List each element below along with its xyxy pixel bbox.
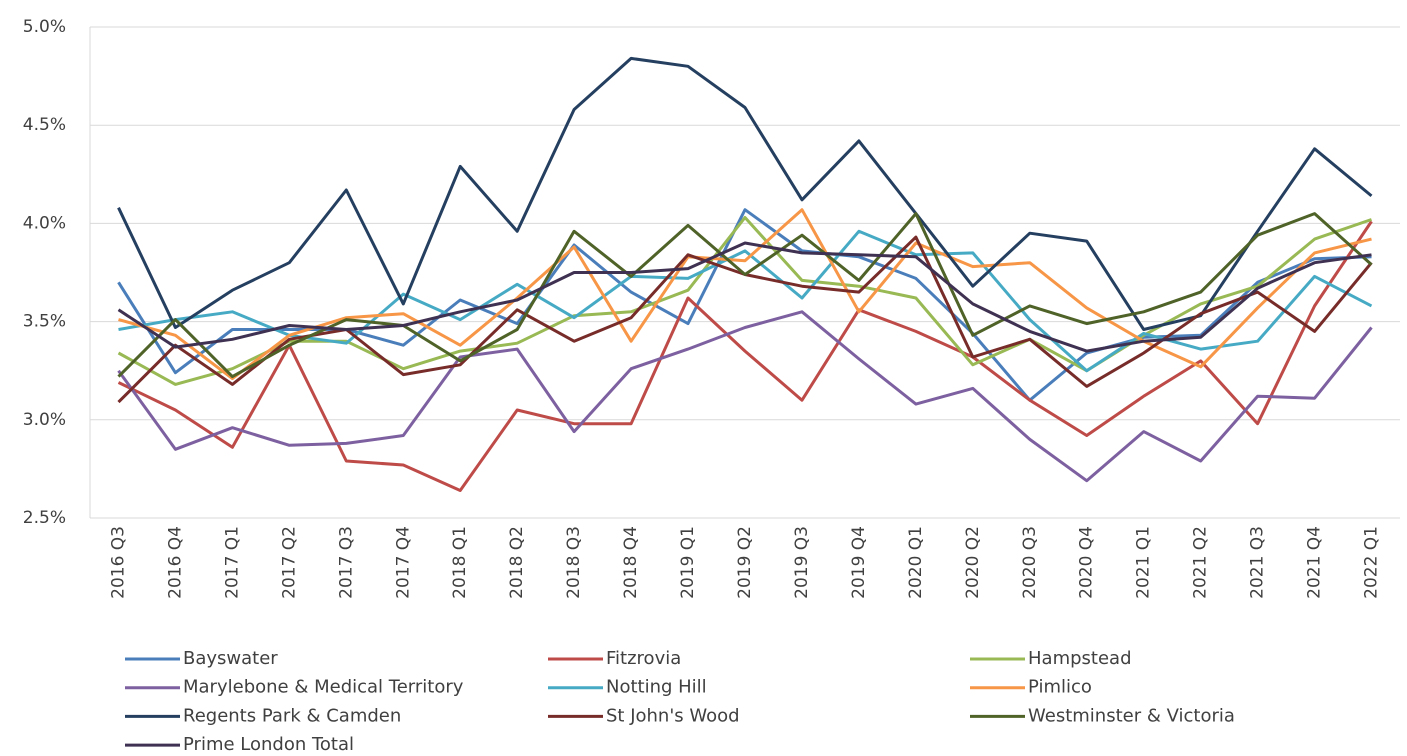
series-line: [117, 220, 1373, 492]
x-tick-label: 2018 Q3: [564, 526, 584, 599]
legend-label: Regents Park & Camden: [183, 705, 401, 726]
x-tick-label: 2017 Q2: [279, 526, 299, 599]
x-tick-label: 2020 Q3: [1020, 526, 1040, 599]
x-tick-label: 2017 Q3: [336, 526, 356, 599]
x-tick-label: 2017 Q1: [222, 526, 242, 599]
series-line: [117, 56, 1373, 331]
legend-label: Fitzrovia: [606, 648, 681, 669]
legend-label: Hampstead: [1028, 648, 1132, 669]
y-tick-label: 5.0%: [23, 17, 66, 37]
x-tick-label: 2017 Q4: [393, 526, 413, 599]
x-tick-label: 2019 Q4: [849, 526, 869, 599]
series-line: [117, 241, 1372, 353]
x-tick-label: 2021 Q3: [1248, 526, 1268, 599]
x-tick-label: 2018 Q4: [621, 526, 641, 599]
x-tick-label: 2018 Q1: [450, 526, 470, 599]
legend-label: Bayswater: [183, 648, 278, 669]
x-tick-label: 2019 Q2: [735, 526, 755, 599]
x-tick-label: 2020 Q2: [963, 526, 983, 599]
x-tick-label: 2021 Q4: [1305, 526, 1325, 599]
x-tick-label: 2019 Q3: [792, 526, 812, 599]
x-tick-label: 2018 Q2: [507, 526, 527, 599]
legend-label: Westminster & Victoria: [1028, 705, 1235, 726]
y-tick-label: 2.5%: [23, 508, 66, 528]
y-tick-label: 4.0%: [23, 213, 66, 233]
legend-label: Notting Hill: [606, 677, 707, 698]
series-line: [117, 310, 1373, 483]
y-tick-label: 3.0%: [23, 410, 66, 430]
x-tick-label: 2019 Q1: [678, 526, 698, 599]
x-tick-label: 2022 Q1: [1362, 526, 1382, 599]
legend-label: Prime London Total: [183, 734, 354, 755]
y-tick-label: 4.5%: [23, 115, 66, 135]
x-tick-label: 2016 Q3: [108, 526, 128, 599]
legend-label: Pimlico: [1028, 677, 1092, 698]
x-tick-label: 2021 Q1: [1134, 526, 1154, 599]
series-line: [118, 208, 1372, 381]
x-tick-label: 2020 Q1: [906, 526, 926, 599]
x-tick-label: 2016 Q4: [165, 526, 185, 599]
y-tick-label: 3.5%: [23, 312, 66, 332]
legend-label: Marylebone & Medical Territory: [183, 677, 464, 698]
x-tick-label: 2021 Q2: [1191, 526, 1211, 599]
x-tick-label: 2020 Q4: [1077, 526, 1097, 599]
legend-label: St John's Wood: [606, 705, 740, 726]
